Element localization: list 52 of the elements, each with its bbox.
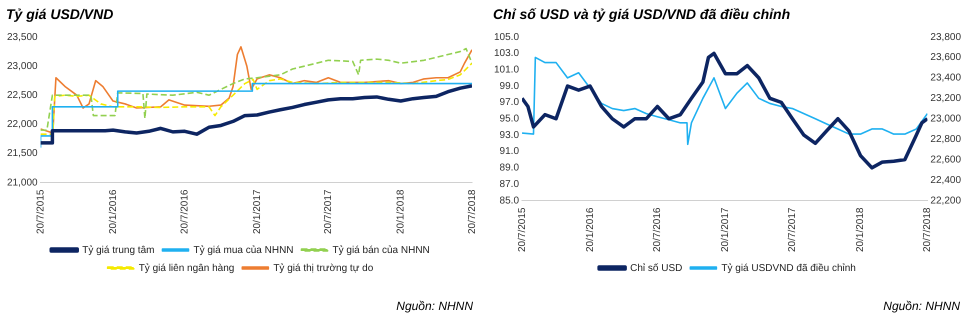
chart-title: Chỉ số USD và tỷ giá USD/VND đã điều chỉnh [492,5,792,24]
x-tick-label: 20/7/2016 [652,207,664,252]
legend-label: Tỷ giá thị trường tự do [273,262,374,274]
x-tick-label: 20/1/2018 [396,189,407,234]
legend-label: Tỷ giá USDVND đã điều chỉnh [721,262,856,274]
x-tick-label: 20/7/2018 [466,189,478,234]
y2-tick-label: 23,000 [930,114,962,125]
y-tick-label: 99.0 [500,80,520,92]
text: Nguồn: NHNN [396,299,473,313]
legend-label: Chỉ số USD [630,262,682,274]
y2-tick-label: 23,400 [930,72,962,84]
y-tick-label: 97.0 [500,97,520,108]
x-tick-label: 20/1/2018 [855,207,866,252]
text: Nguồn: NHNN [883,299,960,313]
y-tick-label: 22,500 [6,90,38,101]
y2-tick-label: 23,200 [930,93,962,104]
y-tick-label: 22,000 [6,119,38,130]
legend-label: Tỷ giá liên ngân hàng [138,262,234,274]
y-tick-label: 23,000 [6,60,38,72]
legend-label: Tỷ giá bán của NHNN [332,244,430,256]
x-tick-label: 20/7/2015 [35,189,46,234]
x-tick-label: 20/1/2016 [108,189,119,234]
y2-tick-label: 22,400 [930,174,962,186]
y2-tick-label: 22,600 [930,154,962,166]
y-tick-label: 87.0 [500,178,520,190]
y2-tick-label: 23,600 [930,52,962,64]
y-tick-label: 23,500 [6,32,38,43]
x-tick-label: 20/7/2017 [787,207,798,252]
y-tick-label: 21,500 [6,148,38,160]
y-tick-label: 91.0 [500,146,520,158]
y2-tick-label: 22,200 [930,195,962,206]
line-series [40,62,472,135]
legend-label: Tỷ giá trung tâm [82,244,154,256]
y-tick-label: 85.0 [500,195,520,206]
y-tick-label: 89.0 [500,162,520,174]
y-tick-label: 101.0 [494,64,520,76]
x-tick-label: 20/7/2018 [922,207,934,252]
y-tick-label: 105.0 [494,32,520,43]
y-tick-label: 103.0 [494,48,520,60]
x-tick-label: 20/7/2015 [516,207,528,252]
x-tick-label: 20/1/2017 [252,189,263,234]
x-tick-label: 20/7/2016 [179,189,190,234]
y2-tick-label: 22,800 [930,134,962,145]
x-tick-label: 20/1/2017 [720,207,732,252]
x-tick-label: 20/1/2016 [584,207,596,252]
chart-title: Tỷ giá USD/VND [5,5,114,24]
x-tick-label: 20/7/2017 [323,189,334,234]
legend-label: Tỷ giá mua của NHNN [193,244,294,256]
y-tick-label: 21,000 [6,177,38,188]
y-tick-label: 95.0 [500,114,520,125]
y2-tick-label: 23,800 [930,32,962,43]
y-tick-label: 93.0 [500,130,520,141]
